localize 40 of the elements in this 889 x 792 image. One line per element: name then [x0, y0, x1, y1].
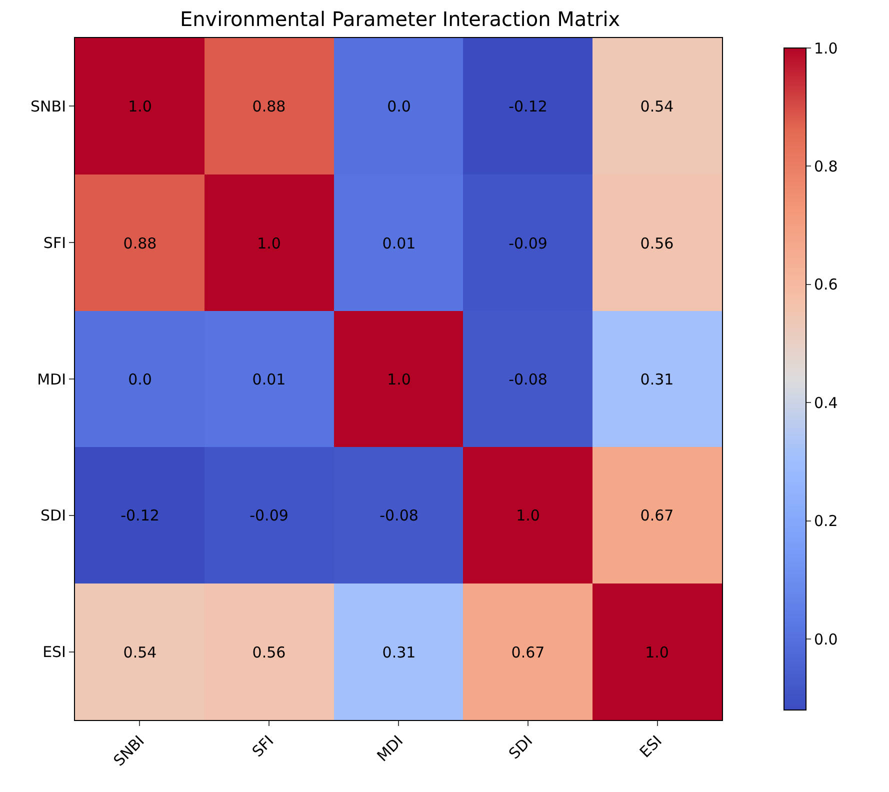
- data-label: 0.88: [123, 234, 157, 252]
- data-label: 1.0: [387, 370, 411, 388]
- data-label: 0.31: [640, 370, 674, 388]
- color-bar-label: 0.2: [814, 512, 838, 530]
- y-tick-label: SNBI: [30, 97, 66, 116]
- data-label: -0.12: [120, 506, 160, 524]
- data-label: 0.31: [382, 643, 416, 662]
- data-label: 0.67: [640, 506, 674, 524]
- data-label: 0.56: [252, 643, 286, 662]
- data-label: -0.08: [380, 506, 418, 524]
- data-label: -0.12: [508, 97, 548, 116]
- data-label: 1.0: [128, 97, 152, 116]
- data-label: -0.09: [250, 506, 288, 524]
- color-bar-label: 0.6: [814, 276, 838, 294]
- color-bar-label: 0.8: [814, 157, 838, 176]
- data-label: 1.0: [257, 234, 281, 252]
- color-bar-label: 1.0: [814, 39, 838, 58]
- data-label: 0.56: [640, 234, 674, 252]
- data-label: 0.0: [387, 97, 411, 116]
- data-label: 1.0: [645, 643, 669, 662]
- color-bar-label: 0.0: [814, 630, 838, 648]
- data-label: 0.88: [252, 97, 286, 116]
- data-label: 0.0: [128, 370, 152, 388]
- data-label: 0.01: [252, 370, 286, 388]
- y-tick-label: ESI: [42, 643, 66, 662]
- chart-title: Environmental Parameter Interaction Matrix: [180, 6, 620, 31]
- data-label: -0.08: [508, 370, 548, 388]
- data-label: 1.0: [516, 506, 540, 524]
- x-tick-label: ESI: [636, 732, 666, 762]
- color-bar-label: 0.4: [814, 394, 838, 412]
- data-label: 0.54: [640, 97, 674, 116]
- y-tick-label: SDI: [40, 506, 66, 525]
- x-tick-label: SDI: [505, 732, 536, 763]
- y-tick-label: MDI: [37, 370, 66, 388]
- data-label: 0.67: [511, 643, 545, 662]
- y-tick-label: SFI: [43, 234, 66, 252]
- data-label: 0.54: [123, 643, 157, 662]
- x-tick-label: SFI: [248, 732, 278, 761]
- data-label: -0.09: [508, 234, 548, 252]
- data-label: 0.01: [382, 234, 416, 252]
